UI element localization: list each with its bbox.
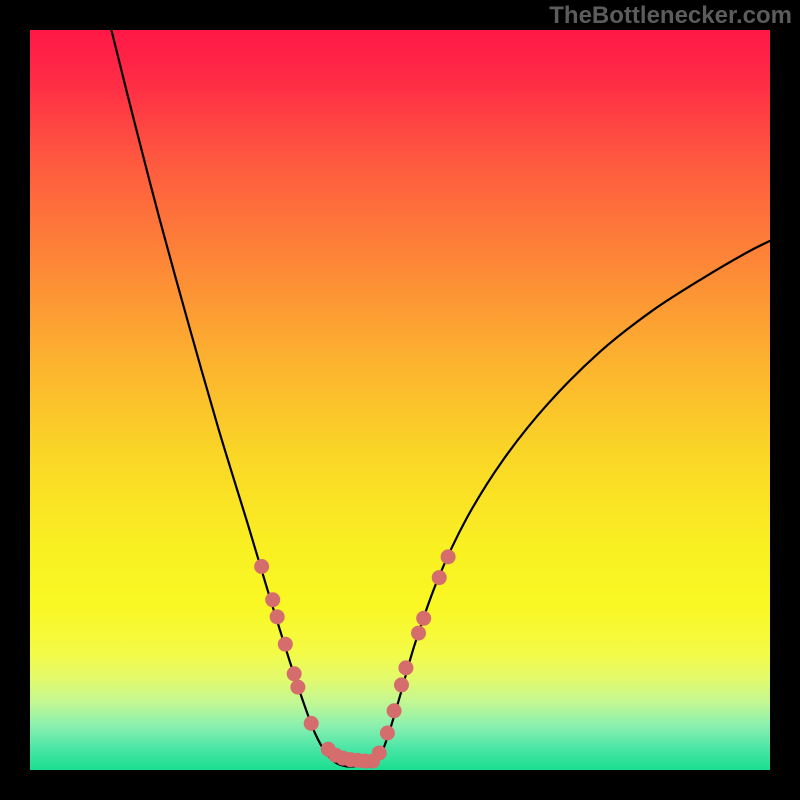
data-marker	[411, 626, 426, 641]
data-marker	[372, 745, 387, 760]
data-marker	[254, 559, 269, 574]
data-marker	[287, 666, 302, 681]
plot-background	[30, 30, 770, 770]
data-marker	[265, 592, 280, 607]
data-marker	[441, 549, 456, 564]
data-marker	[270, 609, 285, 624]
chart-container: TheBottlenecker.com	[0, 0, 800, 800]
bottleneck-chart	[0, 0, 800, 800]
data-marker	[394, 677, 409, 692]
data-marker	[387, 703, 402, 718]
data-marker	[416, 611, 431, 626]
watermark-text: TheBottlenecker.com	[549, 2, 792, 30]
data-marker	[380, 726, 395, 741]
data-marker	[290, 680, 305, 695]
data-marker	[432, 570, 447, 585]
data-marker	[398, 660, 413, 675]
data-marker	[304, 716, 319, 731]
data-marker	[278, 637, 293, 652]
